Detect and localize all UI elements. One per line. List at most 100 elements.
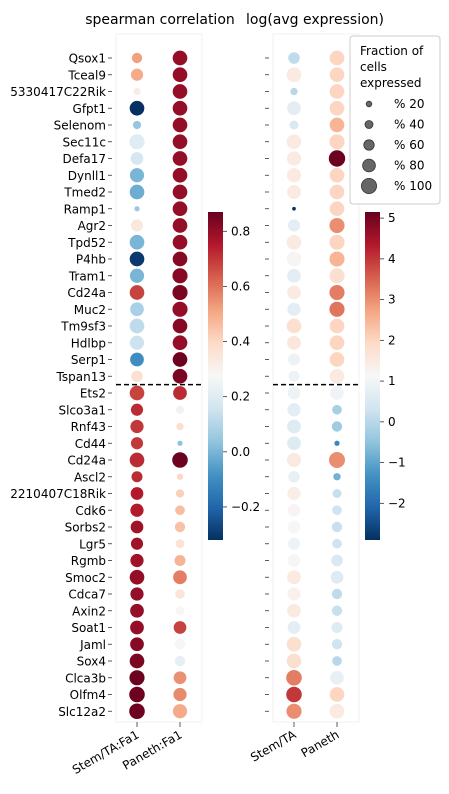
- gene-label: Qsox1: [69, 52, 106, 66]
- dot: [172, 201, 188, 217]
- dot: [174, 521, 186, 533]
- dot: [133, 87, 141, 96]
- legend-label: % 40: [394, 118, 425, 132]
- gene-label: Axin2: [72, 604, 106, 618]
- gene-label: Sec11c: [63, 135, 106, 149]
- colorbar-tick-label: 0.8: [231, 224, 250, 238]
- legend-size-marker: [360, 177, 377, 194]
- dot: [286, 703, 302, 719]
- dot: [287, 503, 301, 517]
- dot: [172, 50, 188, 66]
- panel2-ticks: [265, 57, 269, 712]
- gene-label: Gfpt1: [73, 102, 106, 116]
- gene-label: Soat1: [71, 621, 106, 635]
- dot: [332, 538, 342, 549]
- dot: [130, 487, 144, 500]
- gene-label: Tpd52: [67, 236, 106, 250]
- dot: [172, 117, 188, 133]
- dot: [129, 385, 145, 401]
- colorbar-tick-label: 3: [388, 293, 396, 307]
- gene-label: 2210407C18Rik: [10, 487, 106, 501]
- dot: [332, 404, 342, 415]
- dot: [129, 670, 145, 686]
- dot: [172, 335, 188, 351]
- dot: [175, 405, 185, 414]
- dot: [129, 184, 145, 200]
- dot: [331, 554, 343, 567]
- dot: [172, 184, 188, 200]
- dot: [331, 639, 343, 650]
- dot: [130, 553, 144, 568]
- gene-label: Smoc2: [65, 571, 106, 585]
- dot: [329, 301, 345, 317]
- gene-label: 5330417C22Rik: [10, 85, 106, 99]
- dot: [286, 134, 302, 150]
- dot: [174, 655, 186, 667]
- legend-label: % 80: [394, 159, 425, 173]
- gene-label: Lgr5: [79, 537, 106, 551]
- dot: [329, 201, 345, 217]
- dot: [172, 84, 188, 99]
- dot: [329, 50, 345, 66]
- colorbar-tick-label: −1: [388, 456, 406, 470]
- dot: [175, 505, 185, 516]
- dot: [130, 68, 144, 81]
- dot: [129, 335, 145, 350]
- dot: [286, 234, 302, 250]
- dot: [286, 452, 302, 468]
- dot: [329, 84, 345, 99]
- dot: [286, 653, 302, 669]
- dot: [290, 87, 298, 96]
- dot: [287, 302, 301, 316]
- gene-label: Agr2: [78, 219, 106, 233]
- dot: [331, 605, 343, 616]
- gene-label: P4hb: [76, 253, 106, 267]
- dot: [130, 620, 144, 635]
- dot: [129, 569, 145, 585]
- dot: [129, 100, 145, 116]
- gene-label: Jaml: [79, 638, 106, 652]
- dot: [287, 537, 301, 550]
- dot: [172, 284, 188, 301]
- dot: [287, 570, 301, 585]
- colorbar-tick-label: 1: [388, 374, 396, 388]
- dot: [287, 419, 301, 434]
- legend-size-marker: [365, 100, 373, 108]
- gene-label: Dynll1: [68, 169, 106, 183]
- panel1-dots: [129, 50, 188, 727]
- dot: [329, 100, 345, 116]
- dot: [329, 234, 345, 250]
- gene-labels: Qsox1 Tceal9 5330417C22Rik Gfpt1 Selenom Sec1…: [10, 52, 112, 719]
- legend-title-line2: cells: [360, 60, 387, 74]
- legend-size-marker: [363, 139, 375, 151]
- dot: [130, 520, 144, 534]
- legend-size-marker: [364, 120, 374, 129]
- dot: [172, 151, 188, 166]
- gene-label: Cdca7: [68, 588, 106, 602]
- dot: [175, 589, 185, 599]
- colorbar-tick-label: 2: [388, 333, 396, 347]
- gene-label: Cd24a: [67, 286, 106, 300]
- dot: [173, 386, 187, 400]
- gene-label: Slc12a2: [58, 705, 106, 719]
- dot: [172, 67, 188, 83]
- panel2-col1-label: Stem/TA: [248, 727, 299, 765]
- dot: [329, 452, 345, 468]
- dot: [129, 268, 145, 283]
- dot: [329, 368, 345, 384]
- dot: [129, 234, 145, 250]
- colorbar-correlation: −0.2 0.0 0.2 0.4 0.6 0.8: [208, 212, 260, 540]
- gene-label: Olfm4: [70, 688, 106, 702]
- dot: [129, 318, 145, 334]
- dot: [287, 603, 301, 618]
- dot: [287, 436, 301, 451]
- dot: [172, 301, 188, 317]
- dot: [287, 554, 301, 567]
- colorbar-tick-label: −2: [388, 496, 406, 510]
- dot: [332, 489, 342, 498]
- dot: [333, 473, 341, 481]
- gene-label: Defa17: [63, 152, 106, 166]
- dot: [172, 234, 188, 250]
- dot: [329, 703, 345, 719]
